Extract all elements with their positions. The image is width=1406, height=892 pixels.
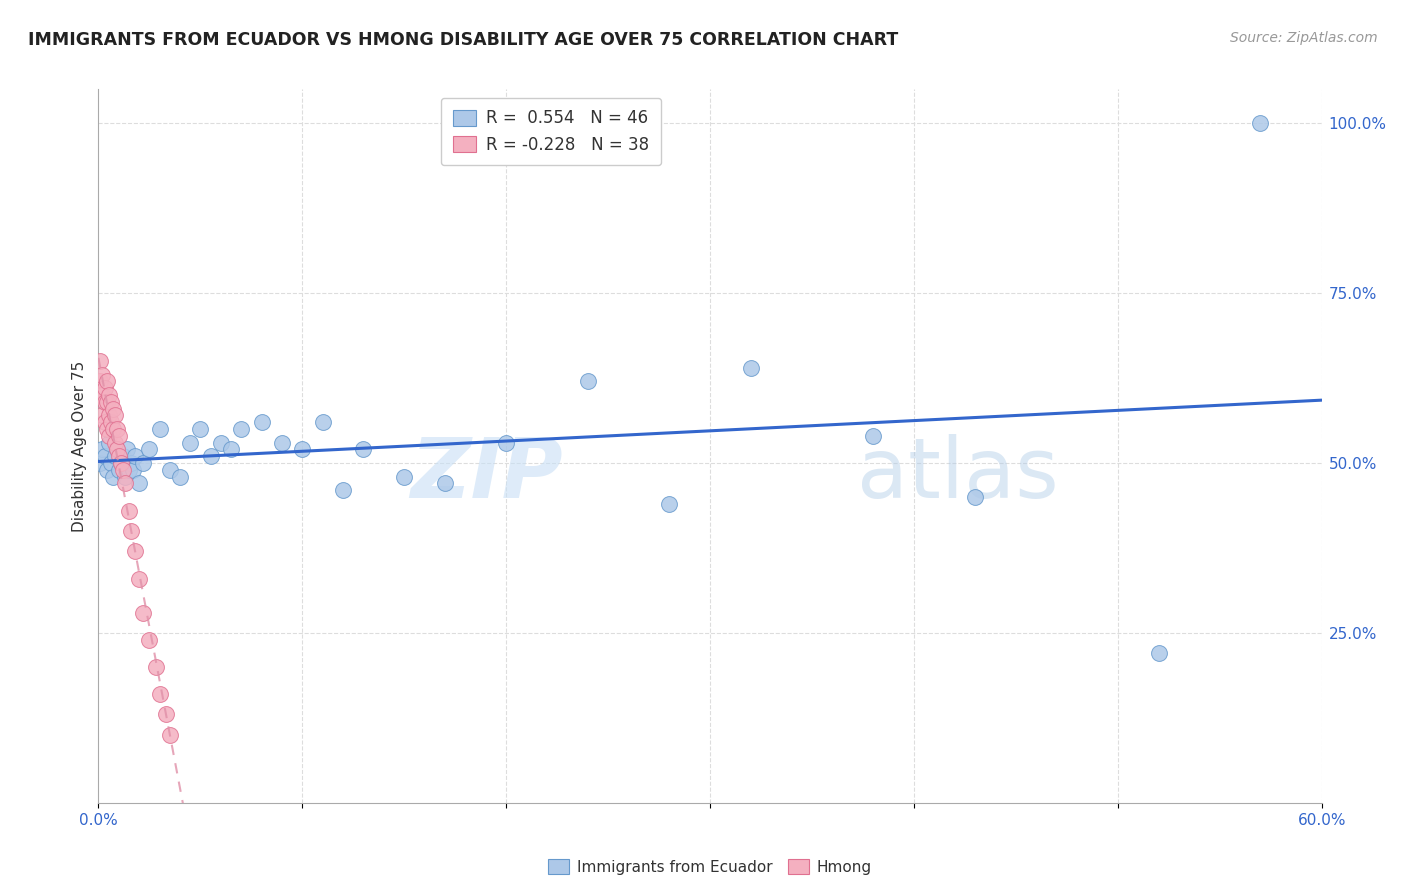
Point <box>91 409 114 423</box>
Point <box>270 435 294 450</box>
Point <box>93 394 115 409</box>
Point <box>200 449 222 463</box>
Text: ZIP: ZIP <box>411 434 564 515</box>
Point <box>179 435 201 450</box>
Point <box>97 409 120 423</box>
Point <box>100 415 122 429</box>
Point <box>100 456 122 470</box>
Point <box>104 449 127 463</box>
Point <box>132 456 155 470</box>
Point <box>434 476 457 491</box>
Point <box>96 463 118 477</box>
Point <box>96 394 118 409</box>
Point <box>120 456 142 470</box>
Point <box>89 375 111 389</box>
Point <box>91 388 114 402</box>
Point <box>108 429 131 443</box>
Point <box>965 490 987 504</box>
Text: atlas: atlas <box>856 434 1059 515</box>
Point <box>111 449 134 463</box>
Point <box>120 524 142 538</box>
Point <box>105 442 128 457</box>
Point <box>312 415 335 429</box>
Point <box>111 463 134 477</box>
Point <box>219 442 242 457</box>
Text: Source: ZipAtlas.com: Source: ZipAtlas.com <box>1230 31 1378 45</box>
Point <box>122 463 145 477</box>
Point <box>576 375 599 389</box>
Point <box>91 442 114 457</box>
Point <box>118 463 141 477</box>
Point <box>97 388 120 402</box>
Point <box>658 497 681 511</box>
Point <box>89 388 111 402</box>
Point <box>91 368 114 382</box>
Point <box>231 422 253 436</box>
Point <box>118 503 141 517</box>
Point <box>159 463 181 477</box>
Point <box>155 707 177 722</box>
Point <box>100 394 122 409</box>
Point <box>93 381 115 395</box>
Point <box>105 422 128 436</box>
Point <box>188 422 212 436</box>
Point <box>209 435 232 450</box>
Point <box>169 469 191 483</box>
Text: IMMIGRANTS FROM ECUADOR VS HMONG DISABILITY AGE OVER 75 CORRELATION CHART: IMMIGRANTS FROM ECUADOR VS HMONG DISABIL… <box>28 31 898 49</box>
Point <box>332 483 354 498</box>
Point <box>291 442 314 457</box>
Point <box>93 415 115 429</box>
Point <box>352 442 374 457</box>
Point <box>89 456 111 470</box>
Point <box>101 401 124 416</box>
Point <box>138 442 160 457</box>
Point <box>96 375 118 389</box>
Point <box>128 476 150 491</box>
Point <box>132 606 155 620</box>
Point <box>97 429 120 443</box>
Point <box>149 422 172 436</box>
Point <box>128 572 150 586</box>
Point <box>250 415 273 429</box>
Point <box>740 360 762 375</box>
Point <box>392 469 416 483</box>
Point <box>1249 116 1271 130</box>
Point <box>89 354 111 368</box>
Point <box>101 469 124 483</box>
Point <box>104 435 127 450</box>
Point <box>495 435 517 450</box>
Y-axis label: Disability Age Over 75: Disability Age Over 75 <box>72 360 87 532</box>
Point <box>110 456 132 470</box>
Point <box>138 632 160 647</box>
Point <box>159 728 181 742</box>
Point <box>96 422 118 436</box>
Point <box>108 449 131 463</box>
Point <box>97 435 120 450</box>
Point <box>124 449 146 463</box>
Point <box>1147 646 1170 660</box>
Point <box>110 456 132 470</box>
Point <box>149 687 172 701</box>
Point <box>114 476 136 491</box>
Point <box>104 409 127 423</box>
Point <box>124 544 146 558</box>
Point <box>105 442 128 457</box>
Point <box>145 660 167 674</box>
Point <box>114 469 136 483</box>
Point <box>862 429 884 443</box>
Point <box>93 449 115 463</box>
Point <box>101 422 124 436</box>
Legend: Immigrants from Ecuador, Hmong: Immigrants from Ecuador, Hmong <box>541 853 879 880</box>
Point <box>115 442 138 457</box>
Point <box>108 463 131 477</box>
